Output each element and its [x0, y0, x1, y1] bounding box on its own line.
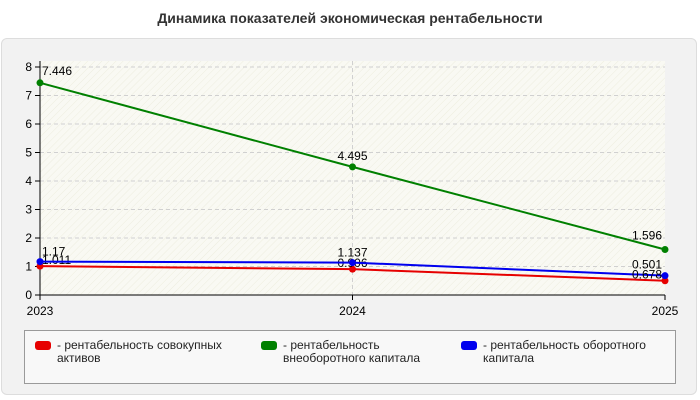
data-point	[661, 277, 669, 285]
legend-item-total-assets: - рентабельность совокупных активов	[35, 339, 240, 365]
chart-title: Динамика показателей экономическая рента…	[157, 10, 543, 26]
data-point	[36, 258, 44, 266]
y-tick-label: 8	[25, 60, 32, 74]
x-tick-label: 2024	[339, 304, 366, 318]
data-point	[349, 163, 356, 171]
data-label: 1.596	[632, 229, 662, 243]
data-point	[349, 265, 356, 273]
y-tick-label: 1	[25, 260, 32, 274]
data-point	[36, 79, 44, 87]
data-label: 4.495	[337, 149, 367, 163]
data-label: 7.446	[42, 64, 72, 78]
legend: - рентабельность совокупных активов - ре…	[24, 330, 676, 384]
y-tick-label: 6	[25, 117, 32, 131]
y-tick-label: 0	[25, 288, 32, 302]
data-point	[349, 259, 356, 267]
legend-label: - рентабельность оборотного капитала	[483, 338, 646, 365]
data-point	[661, 246, 669, 254]
y-tick-label: 2	[25, 231, 32, 245]
x-tick-label: 2025	[652, 304, 679, 318]
legend-swatch-blue	[461, 341, 477, 350]
legend-swatch-red	[35, 341, 51, 350]
legend-item-working-capital: - рентабельность оборотного капитала	[461, 339, 671, 365]
legend-label: - рентабельность внеоборотного капитала	[283, 338, 420, 365]
data-label: 0.501	[632, 258, 662, 272]
x-tick-label: 2023	[27, 304, 54, 318]
y-tick-label: 3	[25, 203, 32, 217]
y-tick-label: 7	[25, 89, 32, 103]
data-label: 1.137	[337, 246, 367, 260]
data-label: 0.678	[632, 268, 662, 282]
y-tick-label: 5	[25, 146, 32, 160]
legend-swatch-green	[261, 341, 277, 350]
data-label: 1.011	[42, 253, 71, 267]
data-label: 1.17	[42, 245, 66, 259]
y-tick-label: 4	[25, 174, 32, 188]
legend-label: - рентабельность совокупных активов	[57, 338, 222, 365]
data-point	[661, 272, 669, 280]
legend-item-noncurrent-capital: - рентабельность внеоборотного капитала	[261, 339, 441, 365]
